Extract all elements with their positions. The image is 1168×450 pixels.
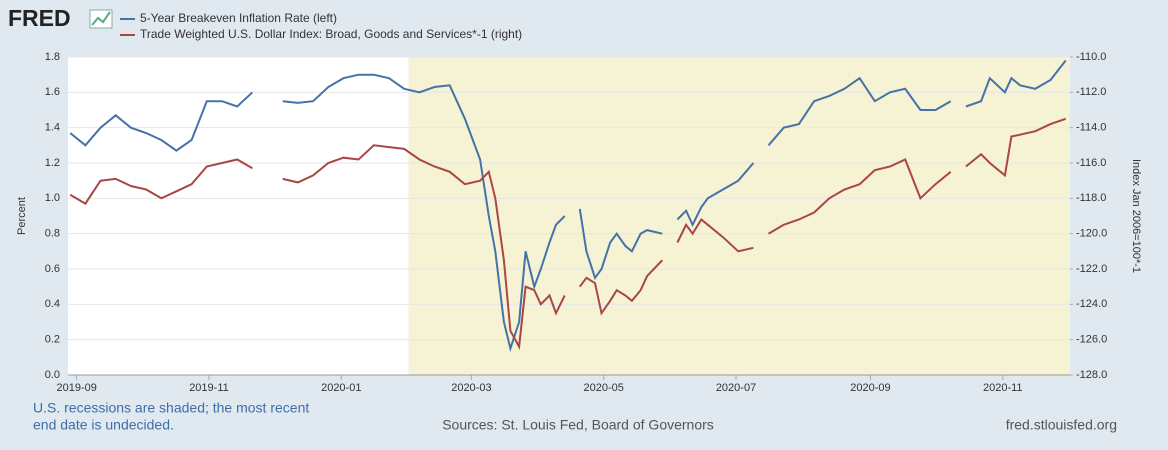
url: fred.stlouisfed.org (1006, 417, 1117, 433)
x-tick-label: 2020-07 (716, 382, 756, 394)
footer-note: end date is undecided. (33, 417, 174, 433)
x-tick-label: 2020-05 (584, 382, 624, 394)
y2-tick-label: -118.0 (1076, 192, 1106, 204)
y-tick-label: 0.8 (45, 228, 60, 240)
logo-icon (89, 9, 113, 29)
y2-tick-label: -126.0 (1076, 334, 1107, 346)
y2-tick-label: -114.0 (1076, 122, 1106, 134)
y-tick-label: 0.0 (45, 369, 60, 381)
x-tick-label: 2020-03 (451, 382, 491, 394)
y-tick-label: 0.2 (45, 334, 60, 346)
legend-label: 5-Year Breakeven Inflation Rate (left) (140, 11, 337, 25)
series-line (69, 117, 1067, 350)
y2-tick-label: -128.0 (1076, 369, 1107, 381)
y2-tick-label: -112.0 (1076, 86, 1106, 98)
logo: FRED (8, 5, 71, 31)
x-tick-label: 2020-09 (850, 382, 890, 394)
y-tick-label: 0.6 (45, 263, 60, 275)
y2-axis-label: Index Jan 2006=100*-1 (1130, 159, 1142, 273)
series-line (69, 59, 1067, 353)
y-axis-label: Percent (16, 197, 28, 235)
y2-tick-label: -124.0 (1076, 298, 1107, 310)
x-tick-label: 2019-09 (56, 382, 96, 394)
y-tick-label: 1.2 (45, 157, 60, 169)
y-tick-label: 1.6 (45, 86, 60, 98)
y2-tick-label: -110.0 (1076, 51, 1106, 63)
y-tick-label: 1.4 (45, 122, 60, 134)
y-tick-label: 0.4 (45, 298, 60, 310)
x-tick-label: 2019-11 (189, 382, 229, 394)
footer-note: U.S. recessions are shaded; the most rec… (33, 400, 309, 416)
y2-tick-label: -122.0 (1076, 263, 1107, 275)
source: Sources: St. Louis Fed, Board of Governo… (442, 417, 714, 433)
y2-tick-label: -120.0 (1076, 228, 1107, 240)
y2-tick-label: -116.0 (1076, 157, 1106, 169)
legend-label: Trade Weighted U.S. Dollar Index: Broad,… (140, 27, 522, 41)
y-tick-label: 1.8 (45, 51, 60, 63)
x-tick-label: 2020-11 (983, 382, 1023, 394)
x-tick-label: 2020-01 (321, 382, 361, 394)
y-tick-label: 1.0 (45, 192, 60, 204)
